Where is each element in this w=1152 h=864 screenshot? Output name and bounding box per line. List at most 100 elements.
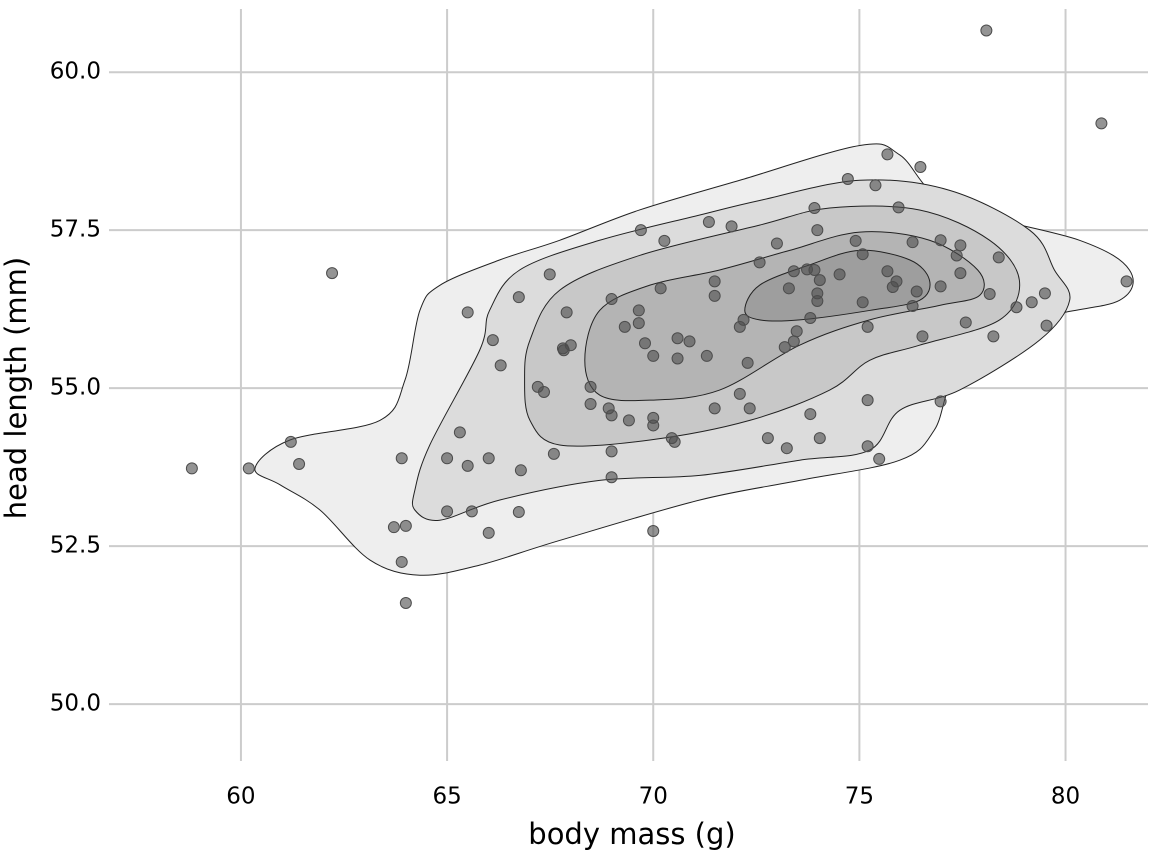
point xyxy=(869,179,882,192)
point xyxy=(494,359,507,372)
point xyxy=(808,263,821,276)
point xyxy=(441,505,454,518)
point xyxy=(910,285,923,298)
point xyxy=(668,435,681,448)
point xyxy=(399,519,412,532)
point xyxy=(708,289,721,302)
point xyxy=(605,471,618,484)
point xyxy=(804,408,817,421)
point xyxy=(811,224,824,237)
point xyxy=(737,313,750,326)
point xyxy=(605,409,618,422)
point xyxy=(441,452,454,465)
point xyxy=(387,521,400,534)
point xyxy=(1010,301,1023,314)
point xyxy=(512,506,525,519)
point xyxy=(787,265,800,278)
point xyxy=(560,306,573,319)
point xyxy=(185,462,198,475)
point xyxy=(395,555,408,568)
point xyxy=(512,291,525,304)
y-axis-title: head length (mm) xyxy=(0,257,33,519)
point xyxy=(906,236,919,249)
point xyxy=(753,256,766,269)
point xyxy=(453,426,466,439)
point xyxy=(395,452,408,465)
x-tick-label: 75 xyxy=(845,784,874,810)
point xyxy=(890,275,903,288)
point xyxy=(983,288,996,301)
point xyxy=(658,234,671,247)
point xyxy=(959,316,972,329)
point xyxy=(326,267,339,280)
point xyxy=(543,268,556,281)
point xyxy=(725,220,738,233)
density-contours xyxy=(254,143,1134,576)
point xyxy=(638,337,651,350)
point xyxy=(634,224,647,237)
point xyxy=(461,459,474,472)
point xyxy=(547,447,560,460)
x-tick-label: 65 xyxy=(432,784,461,810)
point xyxy=(782,282,795,295)
point xyxy=(787,335,800,348)
point xyxy=(1038,287,1051,300)
point xyxy=(242,462,255,475)
point xyxy=(733,387,746,400)
point xyxy=(461,306,474,319)
point xyxy=(914,160,927,173)
point xyxy=(1095,117,1108,130)
points xyxy=(185,24,1133,610)
point xyxy=(1025,296,1038,309)
point xyxy=(741,356,754,369)
point xyxy=(584,397,597,410)
point xyxy=(861,440,874,453)
x-tick-label: 80 xyxy=(1051,784,1080,810)
point xyxy=(892,201,905,214)
point xyxy=(916,330,929,343)
x-tick-label: 70 xyxy=(639,784,668,810)
point xyxy=(708,275,721,288)
point xyxy=(708,402,721,415)
point xyxy=(954,267,967,280)
point xyxy=(770,237,783,250)
point xyxy=(618,320,631,333)
point xyxy=(934,395,947,408)
point xyxy=(856,248,869,261)
point xyxy=(861,394,874,407)
point xyxy=(761,432,774,445)
point xyxy=(934,234,947,247)
point xyxy=(284,435,297,448)
y-tick-label: 57.5 xyxy=(50,217,101,243)
point xyxy=(622,414,635,427)
point xyxy=(605,293,618,306)
point xyxy=(833,268,846,281)
point xyxy=(605,445,618,458)
point xyxy=(849,234,862,247)
point xyxy=(647,419,660,432)
point xyxy=(482,526,495,539)
point xyxy=(654,282,667,295)
point xyxy=(987,330,1000,343)
point xyxy=(702,215,715,228)
y-tick-label: 52.5 xyxy=(50,533,101,559)
point xyxy=(537,385,550,398)
point xyxy=(856,296,869,309)
point xyxy=(700,349,713,362)
point xyxy=(647,349,660,362)
point xyxy=(584,380,597,393)
point xyxy=(683,335,696,348)
point xyxy=(482,452,495,465)
point xyxy=(647,524,660,537)
point xyxy=(486,334,499,347)
point xyxy=(632,304,645,317)
point xyxy=(980,24,993,37)
point xyxy=(778,341,791,354)
point xyxy=(950,249,963,262)
point xyxy=(293,457,306,470)
tick-labels: 60 65 70 75 80 50.0 52.5 55.0 57.5 60.0 xyxy=(50,59,1080,810)
point xyxy=(804,312,817,325)
point xyxy=(934,280,947,293)
